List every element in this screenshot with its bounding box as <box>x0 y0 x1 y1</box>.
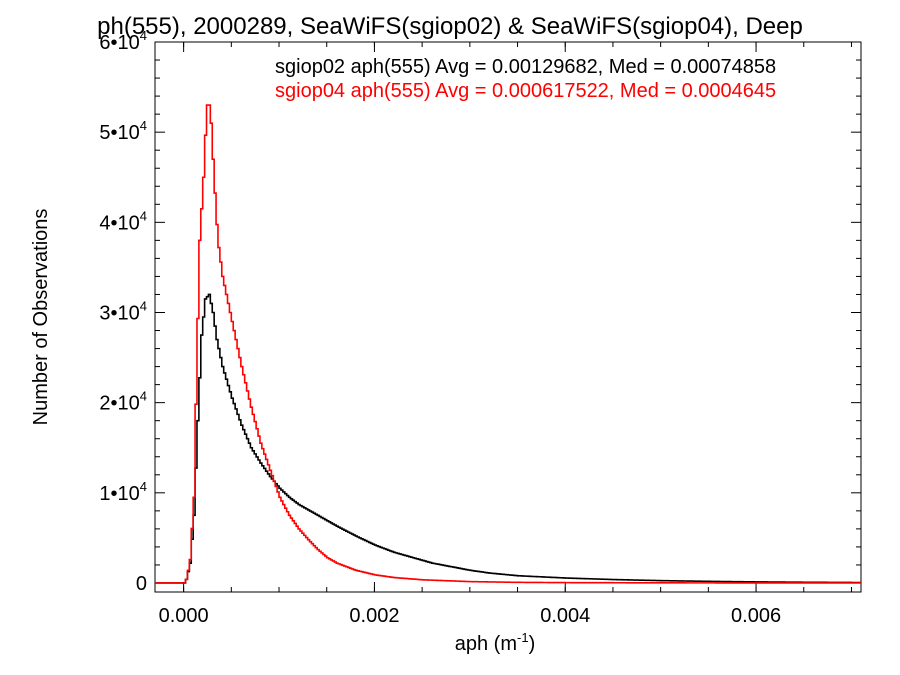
x-tick-label: 0.000 <box>159 605 209 627</box>
x-axis-label-sup: -1 <box>517 630 529 645</box>
x-tick-label: 0.004 <box>540 605 590 627</box>
y-tick-label: 1•104 <box>99 479 147 505</box>
legend: sgiop02 aph(555) Avg = 0.00129682, Med =… <box>275 56 776 102</box>
y-tick-label: 2•104 <box>99 389 147 415</box>
y-tick-label: 0 <box>136 573 147 595</box>
legend-entry-1: sgiop02 aph(555) Avg = 0.00129682, Med =… <box>275 56 776 78</box>
y-tick-label: 3•104 <box>99 298 147 324</box>
y-tick-label: 6•104 <box>99 28 147 54</box>
series-line-1 <box>155 293 861 584</box>
plot-frame <box>154 41 862 593</box>
x-tick-label: 0.006 <box>731 605 781 627</box>
x-axis-label-tail: ) <box>529 633 536 655</box>
series-line-2 <box>155 104 861 584</box>
chart-title: ph(555), 2000289, SeaWiFS(sgiop02) & Sea… <box>97 13 803 40</box>
legend-entry-2: sgiop04 aph(555) Avg = 0.000617522, Med … <box>275 80 776 102</box>
x-axis-label: aph (m-1) <box>455 630 535 655</box>
y-axis-label: Number of Observations <box>30 209 52 426</box>
x-axis-label-main: aph (m <box>455 633 517 655</box>
x-tick-label: 0.002 <box>349 605 399 627</box>
y-tick-label: 5•104 <box>99 118 147 144</box>
axis-ticks: 0.000 0.002 0.004 0.006 0 1•104 2•104 3•104 4•10… <box>99 28 861 627</box>
series-layer <box>155 104 861 584</box>
y-tick-label: 4•104 <box>99 208 147 234</box>
